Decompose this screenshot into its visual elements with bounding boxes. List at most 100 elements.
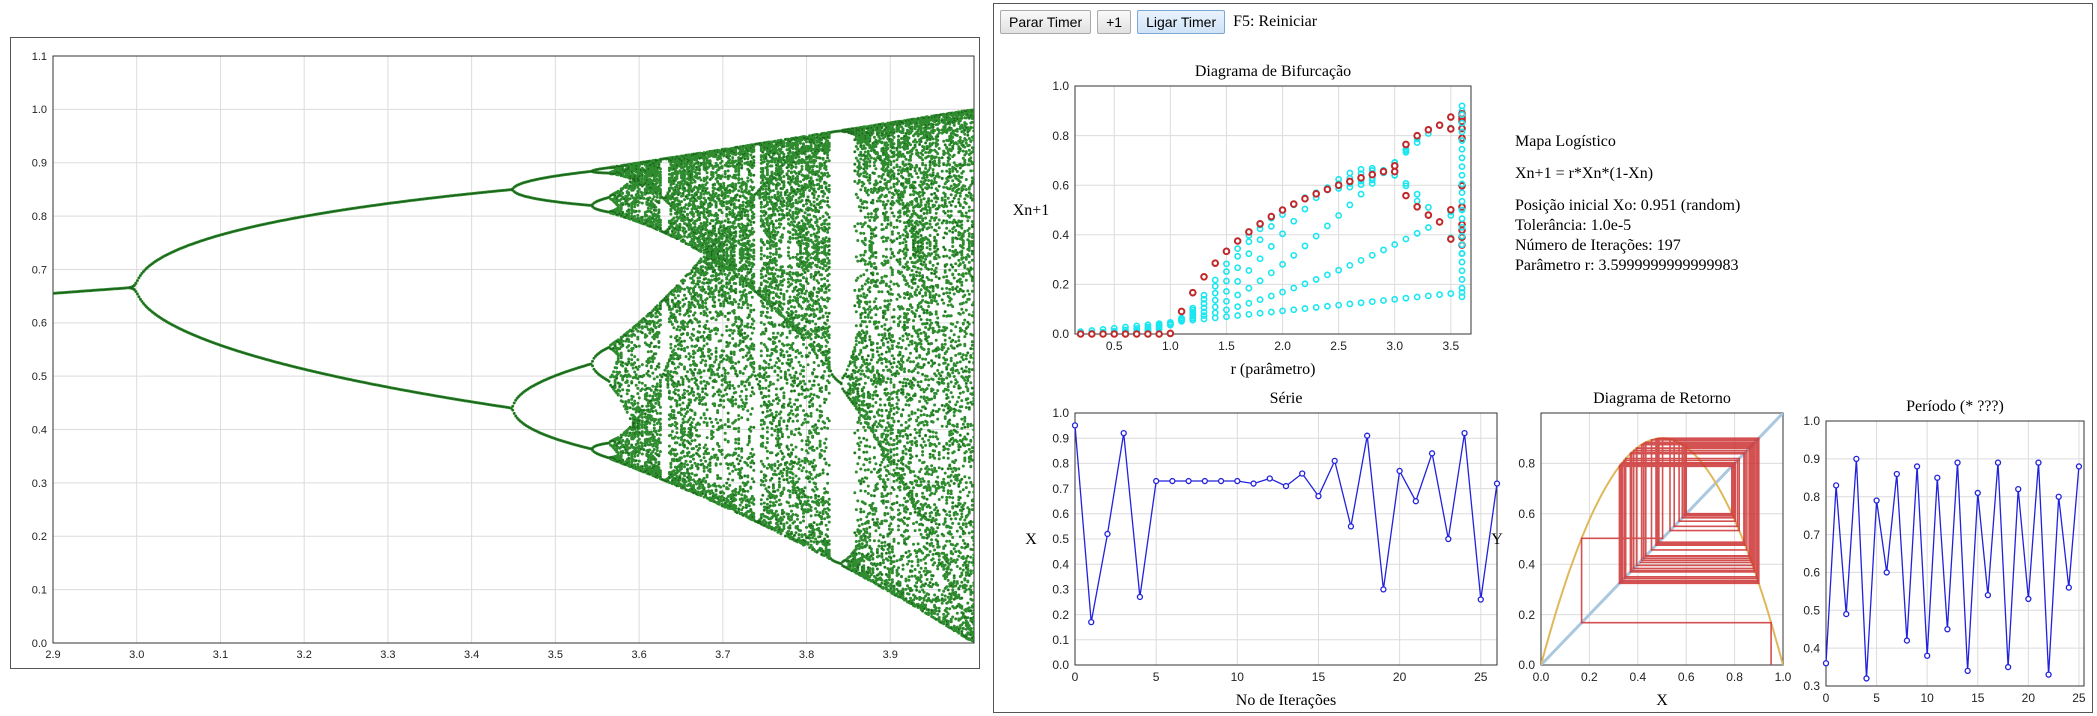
transient-point xyxy=(1256,277,1264,285)
transient-point xyxy=(1357,299,1365,307)
x-axis-label: X xyxy=(1656,692,1668,709)
period-point xyxy=(1934,474,1941,481)
transient-point xyxy=(1424,203,1432,211)
x-tick-label: 0 xyxy=(1072,670,1079,684)
y-tick-label: 0.3 xyxy=(1803,679,1820,693)
transient-point xyxy=(1324,222,1331,230)
transient-point xyxy=(1290,251,1298,259)
y-tick-label: 0.2 xyxy=(1518,608,1535,622)
x-tick-label: 5 xyxy=(1153,670,1160,684)
series-point xyxy=(1282,482,1290,490)
y-tick-label: 0.6 xyxy=(1803,566,1820,580)
bifurcation-small-points xyxy=(1076,102,1466,338)
charts-area: 0.5 1.0 1.5 2.0 2.5 3.0 3.5 0.0 0.2 0.4 0.6 0.8 1.0 D… xyxy=(1013,63,2086,709)
transient-point xyxy=(1380,246,1387,254)
x-tick-label: 15 xyxy=(1312,670,1326,684)
transient-point xyxy=(1290,284,1298,292)
return-axes: 0.0 0.2 0.4 0.6 0.8 1.0 0.0 0.2 0.4 0.6 0.8 Diagram… xyxy=(1491,390,1791,709)
transient-point xyxy=(1200,291,1208,299)
attractor-point xyxy=(1245,228,1253,236)
transient-point xyxy=(1245,238,1253,246)
cobweb-path xyxy=(1580,437,1772,665)
period-point xyxy=(1873,497,1880,504)
attractor-point xyxy=(1099,330,1107,338)
attractor-point xyxy=(1222,247,1231,256)
transient-point xyxy=(1447,290,1455,297)
transient-point xyxy=(1335,266,1343,274)
period-point xyxy=(1994,459,2002,466)
attractor-core xyxy=(53,109,974,643)
x-tick-label: 3.8 xyxy=(799,649,814,661)
attractor-point xyxy=(1390,167,1399,176)
transient-point xyxy=(1424,224,1432,231)
attractor-point xyxy=(1413,202,1421,211)
stop-timer-button[interactable]: Parar Timer xyxy=(1000,10,1092,34)
transient-point xyxy=(1368,298,1376,306)
transient-point xyxy=(1458,111,1466,118)
return-group xyxy=(1541,413,1783,665)
y-tick-label: 0.6 xyxy=(32,318,47,330)
y-tick-label: 0.1 xyxy=(1052,633,1069,647)
transient-point xyxy=(1279,307,1286,315)
transient-point xyxy=(1335,212,1343,219)
period-point xyxy=(1964,667,1971,675)
transient-point xyxy=(1200,308,1208,316)
attractor-point xyxy=(1233,237,1242,245)
transient-point xyxy=(1211,289,1219,297)
y-tick-label: 0.8 xyxy=(1052,129,1069,143)
transient-point xyxy=(1279,260,1286,268)
y-axis-label: X xyxy=(1025,531,1037,548)
transient-point xyxy=(1223,313,1230,321)
transient-point xyxy=(1256,236,1264,244)
series-point xyxy=(1250,480,1257,487)
y-tick-label: 0.8 xyxy=(1518,457,1535,471)
attractor-point xyxy=(1379,167,1388,176)
x-tick-label: 25 xyxy=(2072,691,2086,705)
transient-point xyxy=(1200,295,1208,303)
series-point xyxy=(1347,523,1355,530)
transient-point xyxy=(1335,301,1343,309)
plot-frame xyxy=(1825,420,2085,687)
period-axes: 0 5 10 15 20 25 0.3 0.4 0.5 0.6 0.7 0.8 0.9 1.0 Períod… xyxy=(1803,398,2086,705)
x-tick-label: 0.5 xyxy=(1106,339,1123,353)
chart-title: Diagrama de Bifurcação xyxy=(1195,63,1351,80)
transient-point xyxy=(1402,182,1410,190)
info-tolerance: Tolerância: 1.0e-5 xyxy=(1515,217,1632,234)
attractor-point xyxy=(1312,190,1320,198)
bifurcation-points xyxy=(53,108,974,643)
attractor-point xyxy=(1323,185,1332,194)
transient-point xyxy=(1368,251,1376,259)
step-button[interactable]: +1 xyxy=(1097,10,1132,34)
transient-point xyxy=(1267,308,1275,316)
x-tick-label: 3.3 xyxy=(380,649,395,661)
transient-point xyxy=(1223,268,1230,275)
y-tick-label: 0.3 xyxy=(32,478,47,490)
transient-point xyxy=(1223,287,1230,295)
x-tick-label: 1.5 xyxy=(1218,339,1235,353)
series-point xyxy=(1136,593,1144,601)
x-tick-label: 3.6 xyxy=(631,649,646,661)
x-tick-label: 10 xyxy=(1231,670,1245,684)
transient-point xyxy=(1267,292,1275,300)
bifurcation-small-axes: 0.5 1.0 1.5 2.0 2.5 3.0 3.5 0.0 0.2 0.4 0.6 0.8 1.0 D… xyxy=(1013,63,1472,378)
transient-point xyxy=(1357,190,1365,198)
attractor-point xyxy=(1256,219,1264,228)
series-point xyxy=(1364,432,1371,439)
y-tick-label: 0.5 xyxy=(1052,532,1069,546)
transient-point xyxy=(1458,197,1466,205)
transient-point xyxy=(1424,292,1432,300)
y-tick-label: 0.8 xyxy=(1803,490,1820,504)
y-tick-label: 0.7 xyxy=(1052,482,1069,496)
attractor-point xyxy=(1200,272,1208,281)
attractor-point xyxy=(1177,307,1186,316)
transient-point xyxy=(1402,180,1410,187)
chart-title: Período (* ???) xyxy=(1906,398,2004,415)
plot-frame xyxy=(1074,85,1472,335)
x-tick-label: 3.9 xyxy=(883,649,898,661)
x-tick-label: 20 xyxy=(1393,670,1407,684)
attractor-point xyxy=(1144,330,1152,338)
transient-point xyxy=(1290,306,1298,314)
chart-title: Série xyxy=(1270,390,1303,407)
y-tick-label: 0.1 xyxy=(32,584,47,596)
start-timer-button[interactable]: Ligar Timer xyxy=(1137,10,1226,34)
